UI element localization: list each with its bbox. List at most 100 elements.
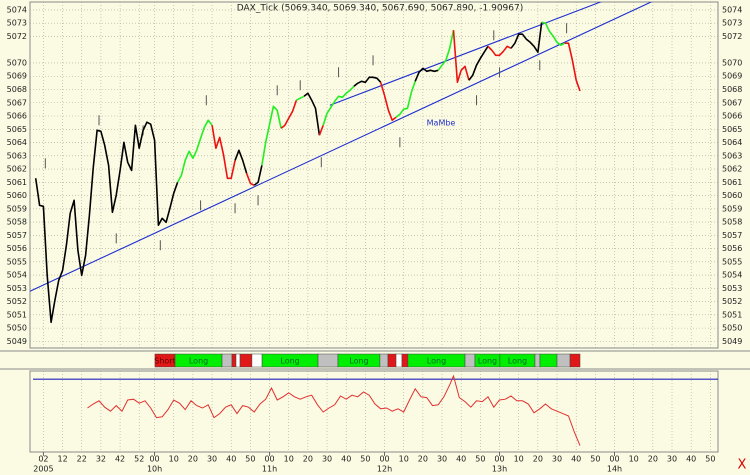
- signal-block: [534, 353, 541, 368]
- x-tick-label: 10: [399, 455, 409, 464]
- x-tick-label: 40: [341, 455, 351, 464]
- signal-block: [464, 353, 476, 368]
- signal-block: [401, 353, 409, 368]
- y-tick-label: 5067: [7, 98, 27, 107]
- y-tick-label: 5061: [7, 178, 27, 187]
- x-period-label: 14h: [607, 465, 622, 474]
- price-line: [510, 22, 543, 53]
- price-line: [34, 121, 179, 324]
- signal-block: [395, 353, 403, 368]
- x-tick-label: 20: [533, 455, 543, 464]
- x-tick-label: 20: [303, 455, 313, 464]
- y-tick-label: 5054: [7, 271, 27, 280]
- price-line: [541, 21, 566, 46]
- price-line: [296, 95, 305, 101]
- price-line: [261, 105, 282, 166]
- y-tick-label-right: 5052: [722, 297, 742, 306]
- y-tick-label-right: 5066: [722, 112, 742, 121]
- x-tick-label: 40: [226, 455, 236, 464]
- signal-label: Short: [154, 357, 175, 366]
- annotation: MaMbe: [427, 119, 456, 128]
- x-tick-label: 30: [322, 455, 332, 464]
- y-tick-label: 5052: [7, 297, 27, 306]
- x-tick-label: 00: [494, 455, 504, 464]
- y-tick-label: 5060: [7, 191, 27, 200]
- y-tick-label: 5050: [7, 324, 27, 333]
- y-tick-label: 5063: [7, 151, 27, 160]
- x-tick-label: 30: [437, 455, 447, 464]
- signal-block: [556, 353, 571, 368]
- y-tick-label: 5065: [7, 125, 27, 134]
- price-line: [437, 30, 455, 71]
- y-tick-label-right: 5068: [722, 85, 742, 94]
- plot-layer: 5074 5074 5073 5073 5072 5072 5070 5070 5069 5069…: [7, 2, 742, 474]
- y-tick-label: 5072: [7, 32, 27, 41]
- plot-clip: [30, 2, 653, 324]
- y-tick-label-right: 5049: [722, 337, 742, 346]
- y-tick-label: 5070: [7, 58, 27, 67]
- price-line: [353, 76, 382, 87]
- y-tick-label: 5057: [7, 231, 27, 240]
- x-tick-label: 30: [207, 455, 217, 464]
- y-tick-label-right: 5059: [722, 204, 742, 213]
- y-tick-label-right: 5053: [722, 284, 742, 293]
- x-tick-label: 20: [188, 455, 198, 464]
- y-tick-label-right: 5055: [722, 257, 742, 266]
- y-tick-label: 5069: [7, 72, 27, 81]
- x-tick-label: 50: [245, 455, 255, 464]
- x-tick-label: 10: [284, 455, 294, 464]
- signal-block: [569, 353, 581, 368]
- x-period-label: 12h: [377, 465, 392, 474]
- x-tick-label: 00: [379, 455, 389, 464]
- x-tick-label: 00: [609, 455, 619, 464]
- trend-line: [30, 2, 653, 292]
- x-tick-label: 10: [169, 455, 179, 464]
- y-tick-label: 5059: [7, 204, 27, 213]
- price-line: [303, 92, 321, 136]
- x-tick-label: 02: [38, 455, 48, 464]
- y-tick-label-right: 5050: [722, 324, 742, 333]
- signal-block: [235, 353, 241, 368]
- x-period-label: 11h: [262, 465, 277, 474]
- signal-block: [221, 353, 233, 368]
- y-tick-label-right: 5063: [722, 151, 742, 160]
- x-tick-label: 30: [667, 455, 677, 464]
- x-tick-label: 30: [552, 455, 562, 464]
- price-line: [414, 67, 439, 82]
- y-tick-label: 5068: [7, 85, 27, 94]
- signal-block: [317, 353, 339, 368]
- y-tick-label-right: 5073: [722, 19, 742, 28]
- main-panel: [29, 1, 719, 349]
- x-tick-label: 50: [705, 455, 715, 464]
- signal-label: Long: [478, 357, 497, 366]
- x-tick-label: 50: [360, 455, 370, 464]
- close-button[interactable]: X: [738, 458, 747, 473]
- signal-label: Long: [189, 357, 208, 366]
- y-tick-label: 5058: [7, 218, 27, 227]
- y-tick-label: 5055: [7, 257, 27, 266]
- signal-label: Long: [349, 357, 368, 366]
- y-tick-label-right: 5054: [722, 271, 742, 280]
- x-tick-label: 12: [57, 455, 67, 464]
- x-tick-label: 50: [475, 455, 485, 464]
- price-line: [318, 125, 324, 136]
- price-line: [176, 119, 213, 183]
- x-tick-label: 52: [134, 455, 144, 464]
- y-tick-label-right: 5056: [722, 244, 742, 253]
- indicator-panel: [29, 370, 719, 453]
- x-tick-label: 40: [571, 455, 581, 464]
- y-tick-label-right: 5074: [722, 5, 742, 14]
- signal-label: Long: [280, 357, 299, 366]
- y-tick-label: 5056: [7, 244, 27, 253]
- y-tick-label-right: 5062: [722, 165, 742, 174]
- signal-block: [379, 353, 389, 368]
- y-tick-label-right: 5061: [722, 178, 742, 187]
- y-tick-label-right: 5057: [722, 231, 742, 240]
- x-tick-label: 32: [96, 455, 106, 464]
- x-tick-label: 10: [514, 455, 524, 464]
- y-tick-label-right: 5060: [722, 191, 742, 200]
- y-tick-label-right: 5067: [722, 98, 742, 107]
- price-line: [234, 149, 248, 174]
- y-tick-label: 5073: [7, 19, 27, 28]
- signal-block: [251, 353, 263, 368]
